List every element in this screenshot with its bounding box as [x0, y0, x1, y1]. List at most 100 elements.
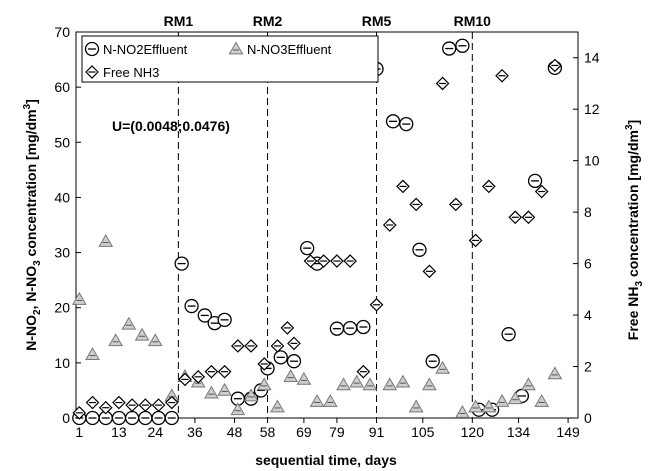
data-point: [184, 298, 199, 314]
y-left-tick-label: 10: [54, 355, 70, 371]
data-point: [382, 377, 398, 391]
marker-triangle: [521, 377, 536, 391]
data-point: [356, 364, 371, 379]
data-point: [85, 395, 100, 410]
data-point: [191, 369, 206, 384]
reference-lines: [177, 32, 473, 418]
data-point: [244, 339, 258, 353]
data-point: [534, 393, 550, 407]
x-tick-label: 120: [461, 424, 485, 440]
data-point: [343, 254, 357, 268]
marker-triangle: [547, 366, 563, 380]
marker-triangle: [322, 393, 338, 407]
y-right-tick-label: 0: [584, 410, 592, 426]
marker-triangle: [296, 371, 312, 385]
data-point: [399, 116, 414, 132]
y-left-tick-label: 70: [54, 24, 70, 40]
data-point: [527, 173, 543, 189]
y-left-tick-label: 20: [54, 300, 70, 316]
data-point: [336, 377, 351, 391]
data-point: [98, 410, 113, 426]
data-point: [521, 377, 536, 391]
x-tick-label: 24: [147, 424, 163, 440]
marker-triangle: [309, 393, 325, 407]
y-right-tick-label: 4: [584, 307, 592, 323]
data-point: [124, 410, 140, 426]
data-point: [309, 393, 325, 407]
legend-marker: [228, 41, 244, 55]
data-point: [296, 371, 312, 385]
data-point: [108, 333, 123, 347]
data-point: [125, 398, 139, 412]
data-point: [147, 333, 163, 347]
data-point: [547, 366, 563, 380]
data-point: [300, 241, 315, 256]
data-point: [412, 242, 427, 257]
data-point: [287, 336, 301, 351]
data-point: [138, 398, 153, 412]
marker-triangle: [336, 377, 351, 391]
data-point: [508, 210, 523, 225]
x-tick-label: 13: [111, 424, 127, 440]
marker-triangle: [534, 393, 550, 407]
data-point: [273, 350, 288, 365]
marker-triangle: [494, 393, 510, 407]
data-point: [164, 410, 179, 426]
data-point: [217, 364, 232, 379]
marker-triangle: [507, 391, 523, 405]
data-point: [534, 184, 549, 199]
data-point: [197, 308, 212, 323]
data-point: [174, 256, 189, 271]
data-point: [134, 327, 150, 341]
y-left-tick-label: 50: [54, 134, 70, 150]
marker-triangle: [217, 382, 232, 396]
y-right-tick-label: 10: [584, 153, 600, 169]
reference-line-label: RM10: [454, 13, 492, 29]
data-point: [369, 297, 384, 312]
data-point: [521, 210, 536, 225]
data-point: [468, 233, 483, 248]
data-point: [395, 374, 411, 388]
marker-triangle: [134, 327, 150, 341]
data-point: [204, 385, 219, 399]
marker-triangle: [395, 374, 411, 388]
data-point: [85, 347, 100, 360]
y-right-tick-label: 2: [584, 359, 592, 375]
marker-triangle: [85, 347, 100, 360]
marker-triangle: [408, 399, 424, 413]
legend-marker: [85, 65, 99, 79]
data-point: [322, 393, 338, 407]
data-point: [382, 218, 397, 232]
marker-triangle: [256, 377, 272, 391]
data-point: [422, 377, 437, 391]
data-point: [448, 197, 463, 212]
marker-triangle: [283, 369, 299, 383]
data-point: [408, 399, 424, 413]
data-point: [286, 354, 302, 369]
data-point: [98, 234, 114, 247]
data-point: [243, 388, 259, 402]
legend-items: N-NO2Effluent N-NO3Effluent Free NH3: [84, 41, 332, 80]
marker-triangle: [230, 402, 246, 416]
x-tick-label: 36: [187, 424, 203, 440]
marker-triangle: [204, 385, 219, 399]
data-point: [316, 254, 331, 268]
data-point: [270, 339, 285, 353]
reference-line-label: RM1: [164, 13, 194, 29]
legend-label: N-NO2Effluent: [103, 42, 188, 57]
data-point: [468, 399, 483, 413]
data-point: [356, 319, 371, 335]
x-tick-label: 1: [75, 424, 83, 440]
marker-triangle: [435, 360, 450, 374]
y-right-tick-label: 8: [584, 204, 592, 220]
data-point: [495, 68, 509, 83]
marker-triangle: [468, 399, 483, 413]
reference-labels: RM1 RM2 RM5 RM10: [164, 13, 492, 29]
marker-triangle: [270, 399, 285, 413]
y-right-tick-label: 6: [584, 256, 592, 272]
marker-triangle: [121, 316, 137, 330]
data-point: [98, 400, 113, 415]
marker-triangle: [382, 377, 398, 391]
x-tick-label: 69: [296, 424, 312, 440]
